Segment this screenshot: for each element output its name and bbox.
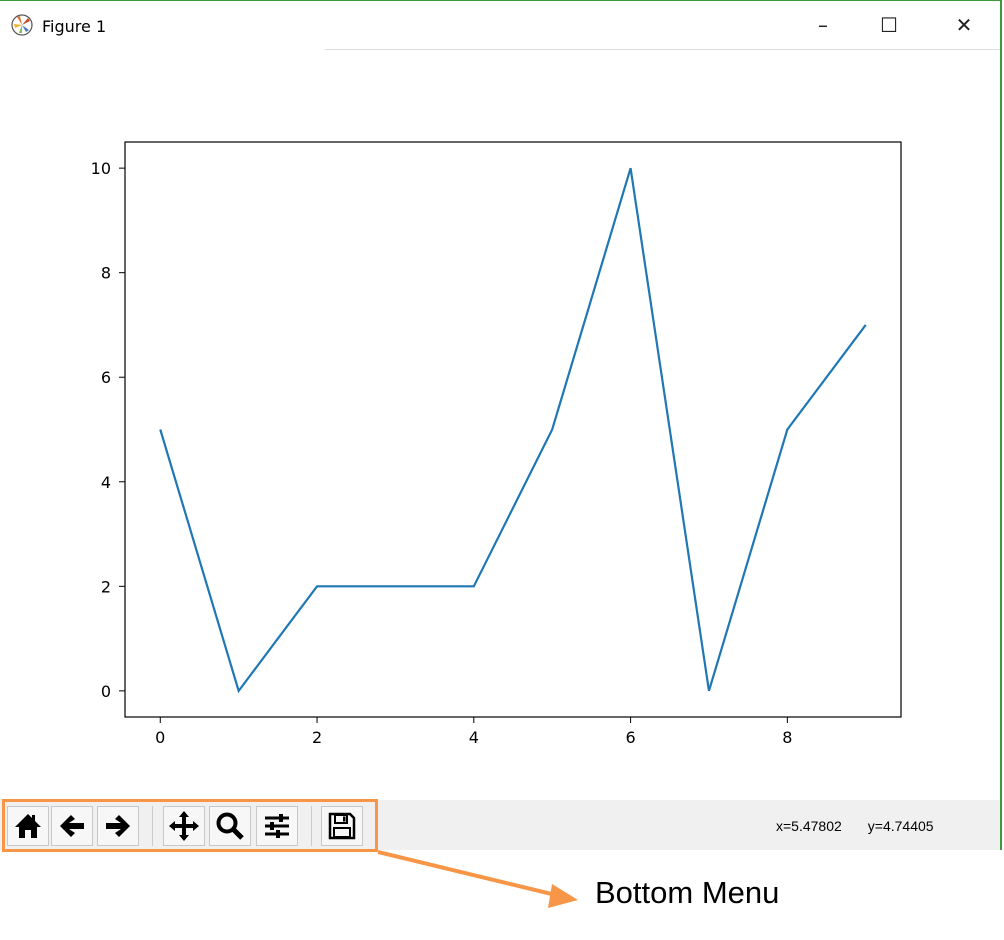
series-line <box>159 167 867 694</box>
home-button[interactable] <box>7 806 49 846</box>
x-tick-label: 0 <box>155 728 165 747</box>
matplotlib-logo-icon <box>11 14 33 36</box>
cursor-coordinates: x=5.47802 y=4.74405 <box>776 818 960 834</box>
highlight-box <box>2 799 378 852</box>
callout-label: Bottom Menu <box>595 875 780 910</box>
toolbar-separator <box>311 806 312 846</box>
divider <box>325 49 1000 50</box>
maximize-button[interactable]: ☐ <box>880 13 898 37</box>
title-bar <box>0 0 1000 51</box>
window-edge <box>1000 0 1002 850</box>
close-button[interactable]: ✕ <box>955 13 973 37</box>
minimize-button[interactable]: – <box>818 13 828 37</box>
y-tick-label: 2 <box>101 577 111 596</box>
y-tick-label: 4 <box>101 473 111 492</box>
y-tick-label: 6 <box>101 368 111 387</box>
y-tick-label: 0 <box>101 682 111 701</box>
arrow-right-icon <box>106 815 130 837</box>
y-readout: y=4.74405 <box>867 818 934 834</box>
sliders-icon <box>265 814 289 838</box>
magnifier-icon <box>216 812 244 840</box>
save-button[interactable] <box>321 806 363 846</box>
home-icon <box>15 814 41 838</box>
line-chart[interactable]: 0 2 4 6 8 0 2 4 6 8 10 <box>0 0 1004 800</box>
callout-arrow <box>377 850 578 908</box>
forward-button[interactable] <box>97 806 139 846</box>
window-title: Figure 1 <box>42 17 107 36</box>
x-tick-label: 8 <box>782 728 792 747</box>
zoom-button[interactable] <box>209 806 251 846</box>
y-tick-label: 10 <box>91 159 111 178</box>
x-tick-label: 2 <box>312 728 322 747</box>
y-tick-label: 8 <box>101 264 111 283</box>
axes-frame <box>124 141 902 718</box>
pan-button[interactable] <box>163 806 205 846</box>
toolbar-separator <box>152 806 153 846</box>
move-icon <box>169 811 199 841</box>
arrow-left-icon <box>60 815 84 837</box>
back-button[interactable] <box>51 806 93 846</box>
x-readout: x=5.47802 <box>776 818 842 834</box>
floppy-disk-icon <box>328 812 356 840</box>
configure-subplots-button[interactable] <box>256 806 298 846</box>
x-tick-label: 6 <box>625 728 635 747</box>
x-tick-label: 4 <box>469 728 479 747</box>
